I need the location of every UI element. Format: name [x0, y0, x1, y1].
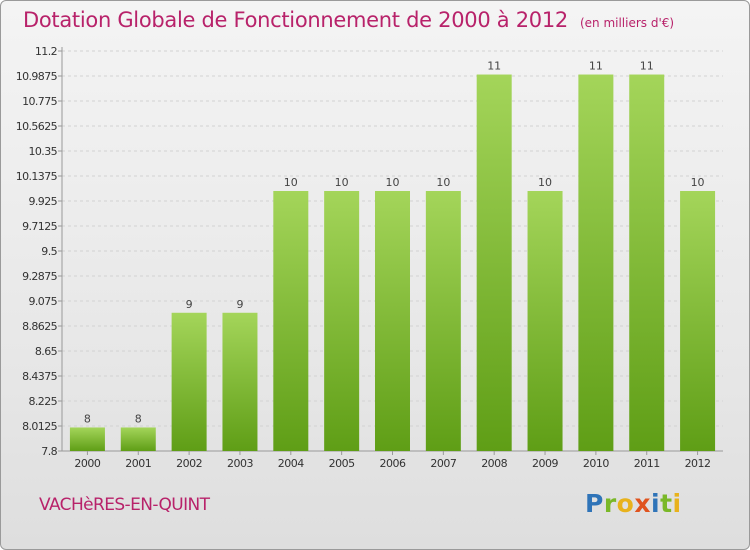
x-tick-label-2008: 2008 — [481, 457, 507, 470]
y-tick-label: 10.9875 — [16, 70, 58, 83]
y-tick-label: 10.35 — [29, 145, 58, 158]
data-label-2009: 10 — [538, 176, 552, 189]
y-tick-label: 8.4375 — [22, 370, 57, 383]
bar-2010 — [578, 74, 614, 451]
y-tick-label: 9.925 — [29, 195, 58, 208]
y-tick-label: 8.0125 — [22, 420, 57, 433]
y-tick-label: 10.1375 — [16, 170, 58, 183]
data-label-2006: 10 — [386, 176, 400, 189]
x-tick-label-2006: 2006 — [380, 457, 406, 470]
bar-2008 — [476, 74, 512, 451]
x-tick-label-2009: 2009 — [532, 457, 558, 470]
bars — [69, 74, 716, 451]
x-tick-label-2004: 2004 — [278, 457, 304, 470]
y-tick-label: 7.8 — [41, 445, 57, 458]
y-tick-label: 11.2 — [35, 45, 57, 58]
data-label-2005: 10 — [335, 176, 349, 189]
x-tick-label-2007: 2007 — [430, 457, 456, 470]
y-tick-labels: 11.2 10.9875 10.775 10.5625 10.35 10.1375 9.92… — [16, 45, 58, 458]
data-label-2003: 9 — [236, 298, 243, 311]
x-tick-label-2010: 2010 — [583, 457, 609, 470]
data-label-2007: 10 — [436, 176, 450, 189]
x-tick-label-2000: 2000 — [74, 457, 100, 470]
bar-2001 — [120, 427, 156, 451]
y-tick-label: 10.775 — [22, 95, 57, 108]
data-label-2004: 10 — [284, 176, 298, 189]
y-tick-label: 8.225 — [29, 395, 58, 408]
x-tick-label-2011: 2011 — [634, 457, 660, 470]
y-tick-label: 8.8625 — [22, 320, 57, 333]
data-label-2012: 10 — [691, 176, 705, 189]
data-label-2010: 11 — [589, 60, 603, 73]
x-tick-label-2003: 2003 — [227, 457, 253, 470]
chart-title: Dotation Globale de Fonctionnement de 20… — [23, 8, 675, 32]
bar-2004 — [273, 191, 309, 451]
y-tick-label: 9.5 — [41, 245, 57, 258]
x-tick-label-2005: 2005 — [329, 457, 355, 470]
x-tick-label-2012: 2012 — [685, 457, 711, 470]
y-tick-label: 9.7125 — [22, 220, 57, 233]
data-label-2011: 11 — [640, 60, 654, 73]
proxiti-logo: Proxiti — [585, 489, 682, 518]
y-tick-label: 9.075 — [29, 295, 58, 308]
bar-2005 — [324, 191, 360, 451]
bar-2000 — [69, 427, 105, 451]
bar-2012 — [680, 191, 716, 451]
unit-note: (en milliers d'€) — [579, 16, 675, 30]
bar-2002 — [171, 312, 207, 451]
bar-2003 — [222, 312, 258, 451]
x-tick-label-2001: 2001 — [125, 457, 151, 470]
bar-2011 — [629, 74, 665, 451]
x-tick-label-2002: 2002 — [176, 457, 202, 470]
location-name: VACHèRES-EN-QUINT — [39, 495, 210, 515]
y-tick-label: 8.65 — [35, 345, 58, 358]
y-tick-label: 9.2875 — [22, 270, 57, 283]
data-label-2008: 11 — [487, 60, 501, 73]
y-tick-label: 10.5625 — [16, 120, 58, 133]
x-tick-labels: 2000 2001 2002 2003 2004 2005 2006 2007 2008 2009… — [74, 457, 711, 470]
bar-2007 — [425, 191, 461, 451]
bar-2006 — [375, 191, 410, 451]
bar-2009 — [527, 191, 563, 451]
data-labels: 8 8 9 9 10 10 10 10 11 10 11 11 10 — [84, 60, 705, 426]
data-label-2001: 8 — [135, 412, 142, 425]
data-label-2002: 9 — [186, 298, 193, 311]
data-label-2000: 8 — [84, 412, 91, 425]
